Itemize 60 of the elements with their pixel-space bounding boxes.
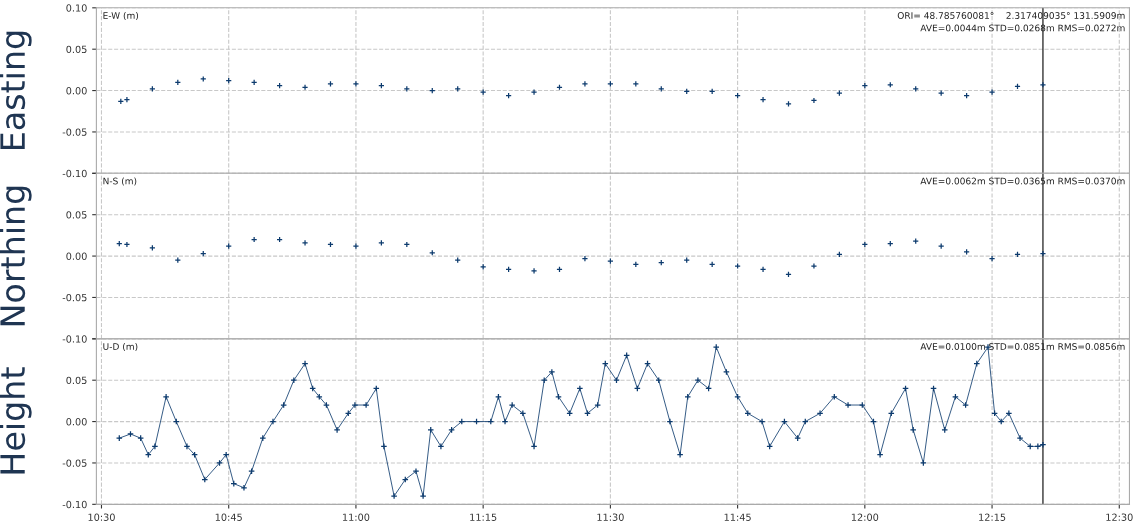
x-tick-label: 12:30: [1106, 513, 1133, 521]
y-tick-label: 0.00: [66, 87, 87, 95]
annotation: N-S (m): [103, 177, 137, 186]
point: [759, 96, 767, 103]
y-axis-title: Northing: [0, 186, 32, 326]
point: [607, 257, 614, 265]
point: [759, 266, 767, 273]
point: [327, 80, 334, 88]
y-tick-label: 0.05: [66, 376, 87, 385]
x-tick-label: 12:00: [851, 513, 879, 521]
y-tick-label: -0.05: [62, 459, 87, 467]
y-tick-label: -0.10: [62, 335, 87, 343]
point: [937, 89, 945, 97]
point: [530, 88, 538, 96]
y-tick-label: 0.10: [66, 4, 87, 12]
y-tick-label: 0.00: [66, 418, 87, 426]
y-tick-label: -0.10: [62, 169, 87, 178]
point: [632, 80, 640, 88]
y-tick-label: 0.05: [66, 211, 87, 219]
point: [454, 85, 461, 93]
point: [963, 248, 970, 256]
point: [581, 80, 589, 88]
point: [810, 97, 818, 104]
point: [1039, 250, 1047, 257]
point: [658, 85, 665, 93]
annotation: E-W (m): [103, 11, 139, 20]
x-tick-label: 12:15: [979, 513, 1006, 521]
point: [123, 96, 131, 103]
point: [301, 239, 309, 247]
x-tick-label: 11:45: [724, 513, 751, 521]
y-tick-label: -0.05: [62, 293, 87, 302]
point: [836, 89, 843, 97]
y-axis-title: Height: [0, 367, 32, 474]
x-tick-label: 11:00: [342, 513, 370, 521]
point: [988, 88, 996, 96]
annotation: U-D (m): [103, 342, 138, 352]
point: [988, 255, 996, 262]
y-tick-label: 0.05: [66, 45, 87, 54]
point: [352, 242, 360, 250]
y-tick-label: 0.00: [66, 252, 87, 260]
point: [734, 262, 741, 270]
point: [200, 75, 207, 83]
x-tick-label: 11:30: [597, 513, 624, 521]
point: [1039, 81, 1047, 88]
point: [912, 85, 919, 93]
point: [301, 84, 309, 91]
x-tick-label: 11:15: [470, 513, 497, 521]
y-tick-label: -0.05: [62, 128, 87, 136]
point: [123, 241, 131, 248]
point: [403, 85, 411, 93]
point: [149, 85, 156, 93]
y-axis-title: Easting: [0, 31, 32, 150]
point: [810, 262, 818, 270]
x-tick-label: 10:45: [215, 513, 242, 521]
x-tick-label: 10:30: [88, 513, 115, 521]
point: [352, 80, 360, 88]
point: [607, 80, 614, 88]
y-tick-label: -0.10: [62, 500, 87, 509]
point: [530, 267, 538, 275]
point: [581, 255, 589, 262]
